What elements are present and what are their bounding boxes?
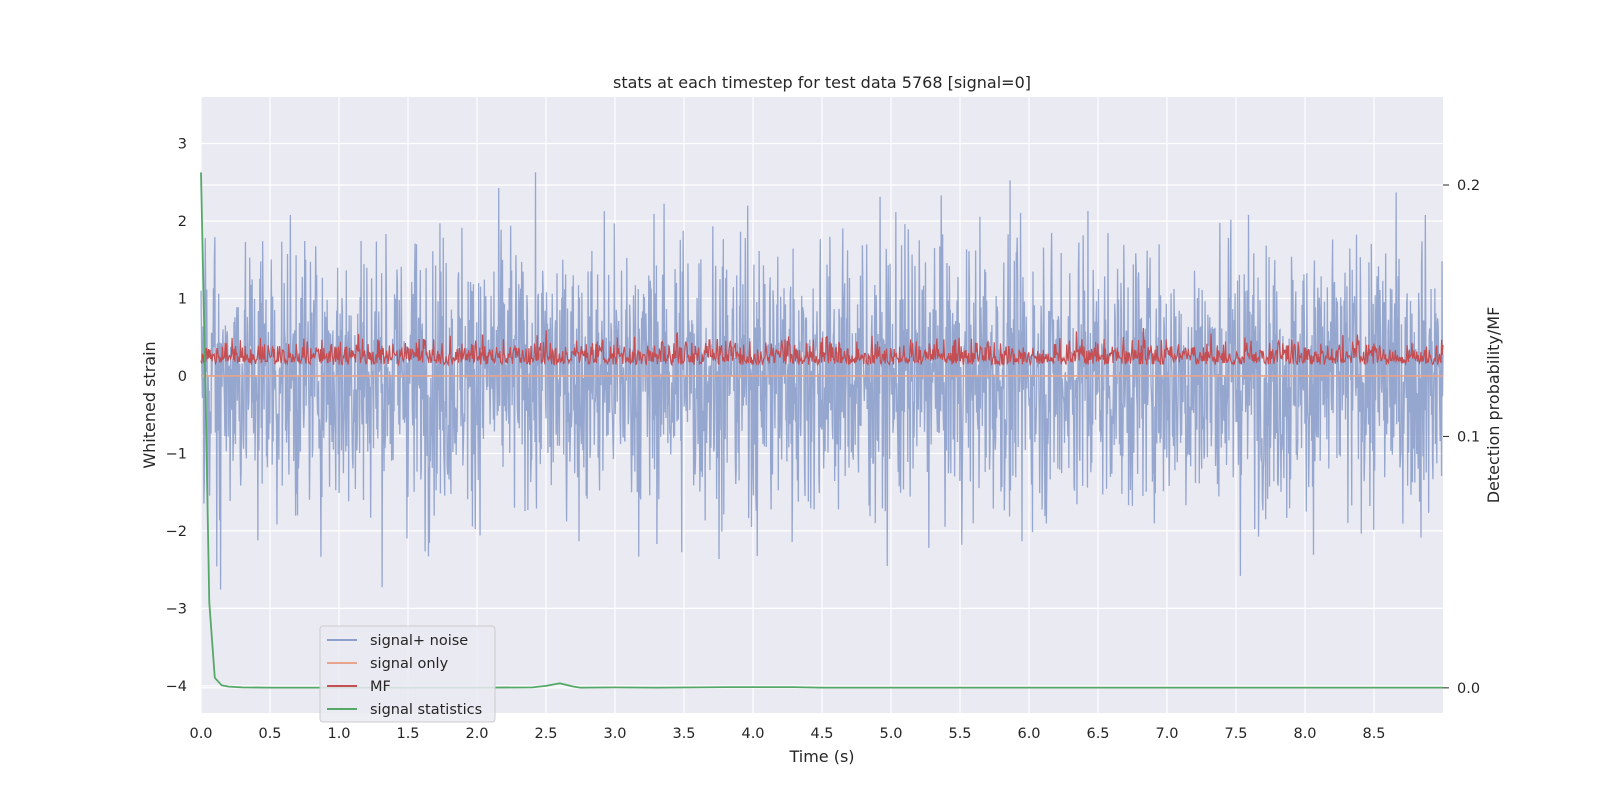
x-tick-label: 5.0 <box>879 726 902 742</box>
x-tick-label: 8.5 <box>1362 726 1385 742</box>
series-layer <box>200 172 1444 689</box>
y-right-tick-label: 0.0 <box>1457 681 1480 697</box>
series-mf <box>200 327 1444 367</box>
legend-box <box>319 625 496 723</box>
y-tick-label: 0 <box>178 369 187 385</box>
x-tick-label: 7.5 <box>1224 726 1247 742</box>
x-tick-label: 8.0 <box>1293 726 1316 742</box>
x-tick-label: 4.5 <box>810 726 833 742</box>
legend-label-signal-statistics: signal statistics <box>370 702 482 718</box>
y-tick-label: −1 <box>166 446 187 462</box>
x-tick-label: 7.0 <box>1155 726 1178 742</box>
x-axis-title: Time (s) <box>788 747 854 766</box>
x-tick-label: 1.5 <box>396 726 419 742</box>
y-axis-title: Whitened strain <box>140 341 159 468</box>
y-axis-right-title: Detection probability/MF <box>1484 307 1503 504</box>
x-tick-label: 0.5 <box>258 726 281 742</box>
y-tick-label: 3 <box>178 136 187 152</box>
y-right-tick-label: 0.2 <box>1457 178 1480 194</box>
y-tick-label: −3 <box>166 601 187 617</box>
legend-label-signal-only: signal only <box>370 656 449 672</box>
x-tick-label: 4.0 <box>741 726 764 742</box>
x-tick-label: 3.0 <box>603 726 626 742</box>
legend-label-mf: MF <box>370 679 391 695</box>
x-tick-label: 2.0 <box>465 726 488 742</box>
y-tick-label: −2 <box>166 524 187 540</box>
series-signal-noise <box>200 172 1444 590</box>
x-tick-label: 6.0 <box>1017 726 1040 742</box>
ticks: 0.0 0.5 1.0 1.5 2.0 2.5 3.0 3.5 4.0 4.5 5.0 5.5 6.0 6… <box>166 136 1480 742</box>
y-tick-label: 1 <box>178 291 187 307</box>
x-tick-label: 5.5 <box>948 726 971 742</box>
series-signal-statistics <box>200 172 1443 689</box>
x-tick-label: 0.0 <box>189 726 212 742</box>
x-tick-label: 6.5 <box>1086 726 1109 742</box>
legend: signal+ noise signal only MF signal stat… <box>319 625 496 723</box>
y-right-tick-label: 0.1 <box>1457 429 1480 445</box>
legend-label-signal-noise: signal+ noise <box>370 633 468 649</box>
x-tick-label: 2.5 <box>534 726 557 742</box>
chart-title: stats at each timestep for test data 576… <box>613 73 1031 92</box>
y-tick-label: 2 <box>178 214 187 230</box>
y-tick-label: −4 <box>166 679 187 695</box>
x-tick-label: 3.5 <box>672 726 695 742</box>
x-tick-label: 1.0 <box>327 726 350 742</box>
